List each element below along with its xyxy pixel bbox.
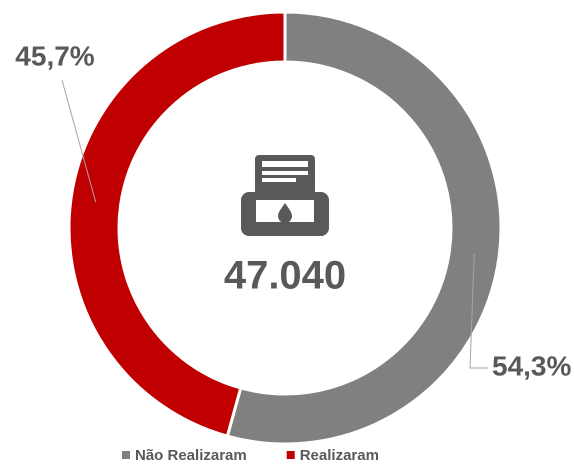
legend-swatch <box>286 451 295 459</box>
data-label: 45,7% <box>15 40 94 71</box>
center-label: 47.040 <box>224 254 346 298</box>
slice <box>67 10 287 439</box>
printer-icon <box>241 155 329 236</box>
legend-label: Realizaram <box>300 447 379 464</box>
legend-label: Não Realizaram <box>135 447 247 464</box>
legend-swatch <box>122 451 130 459</box>
data-label: 54,3% <box>492 350 571 381</box>
leader-line <box>61 79 97 203</box>
slice <box>225 10 503 446</box>
leader-line <box>469 253 488 369</box>
